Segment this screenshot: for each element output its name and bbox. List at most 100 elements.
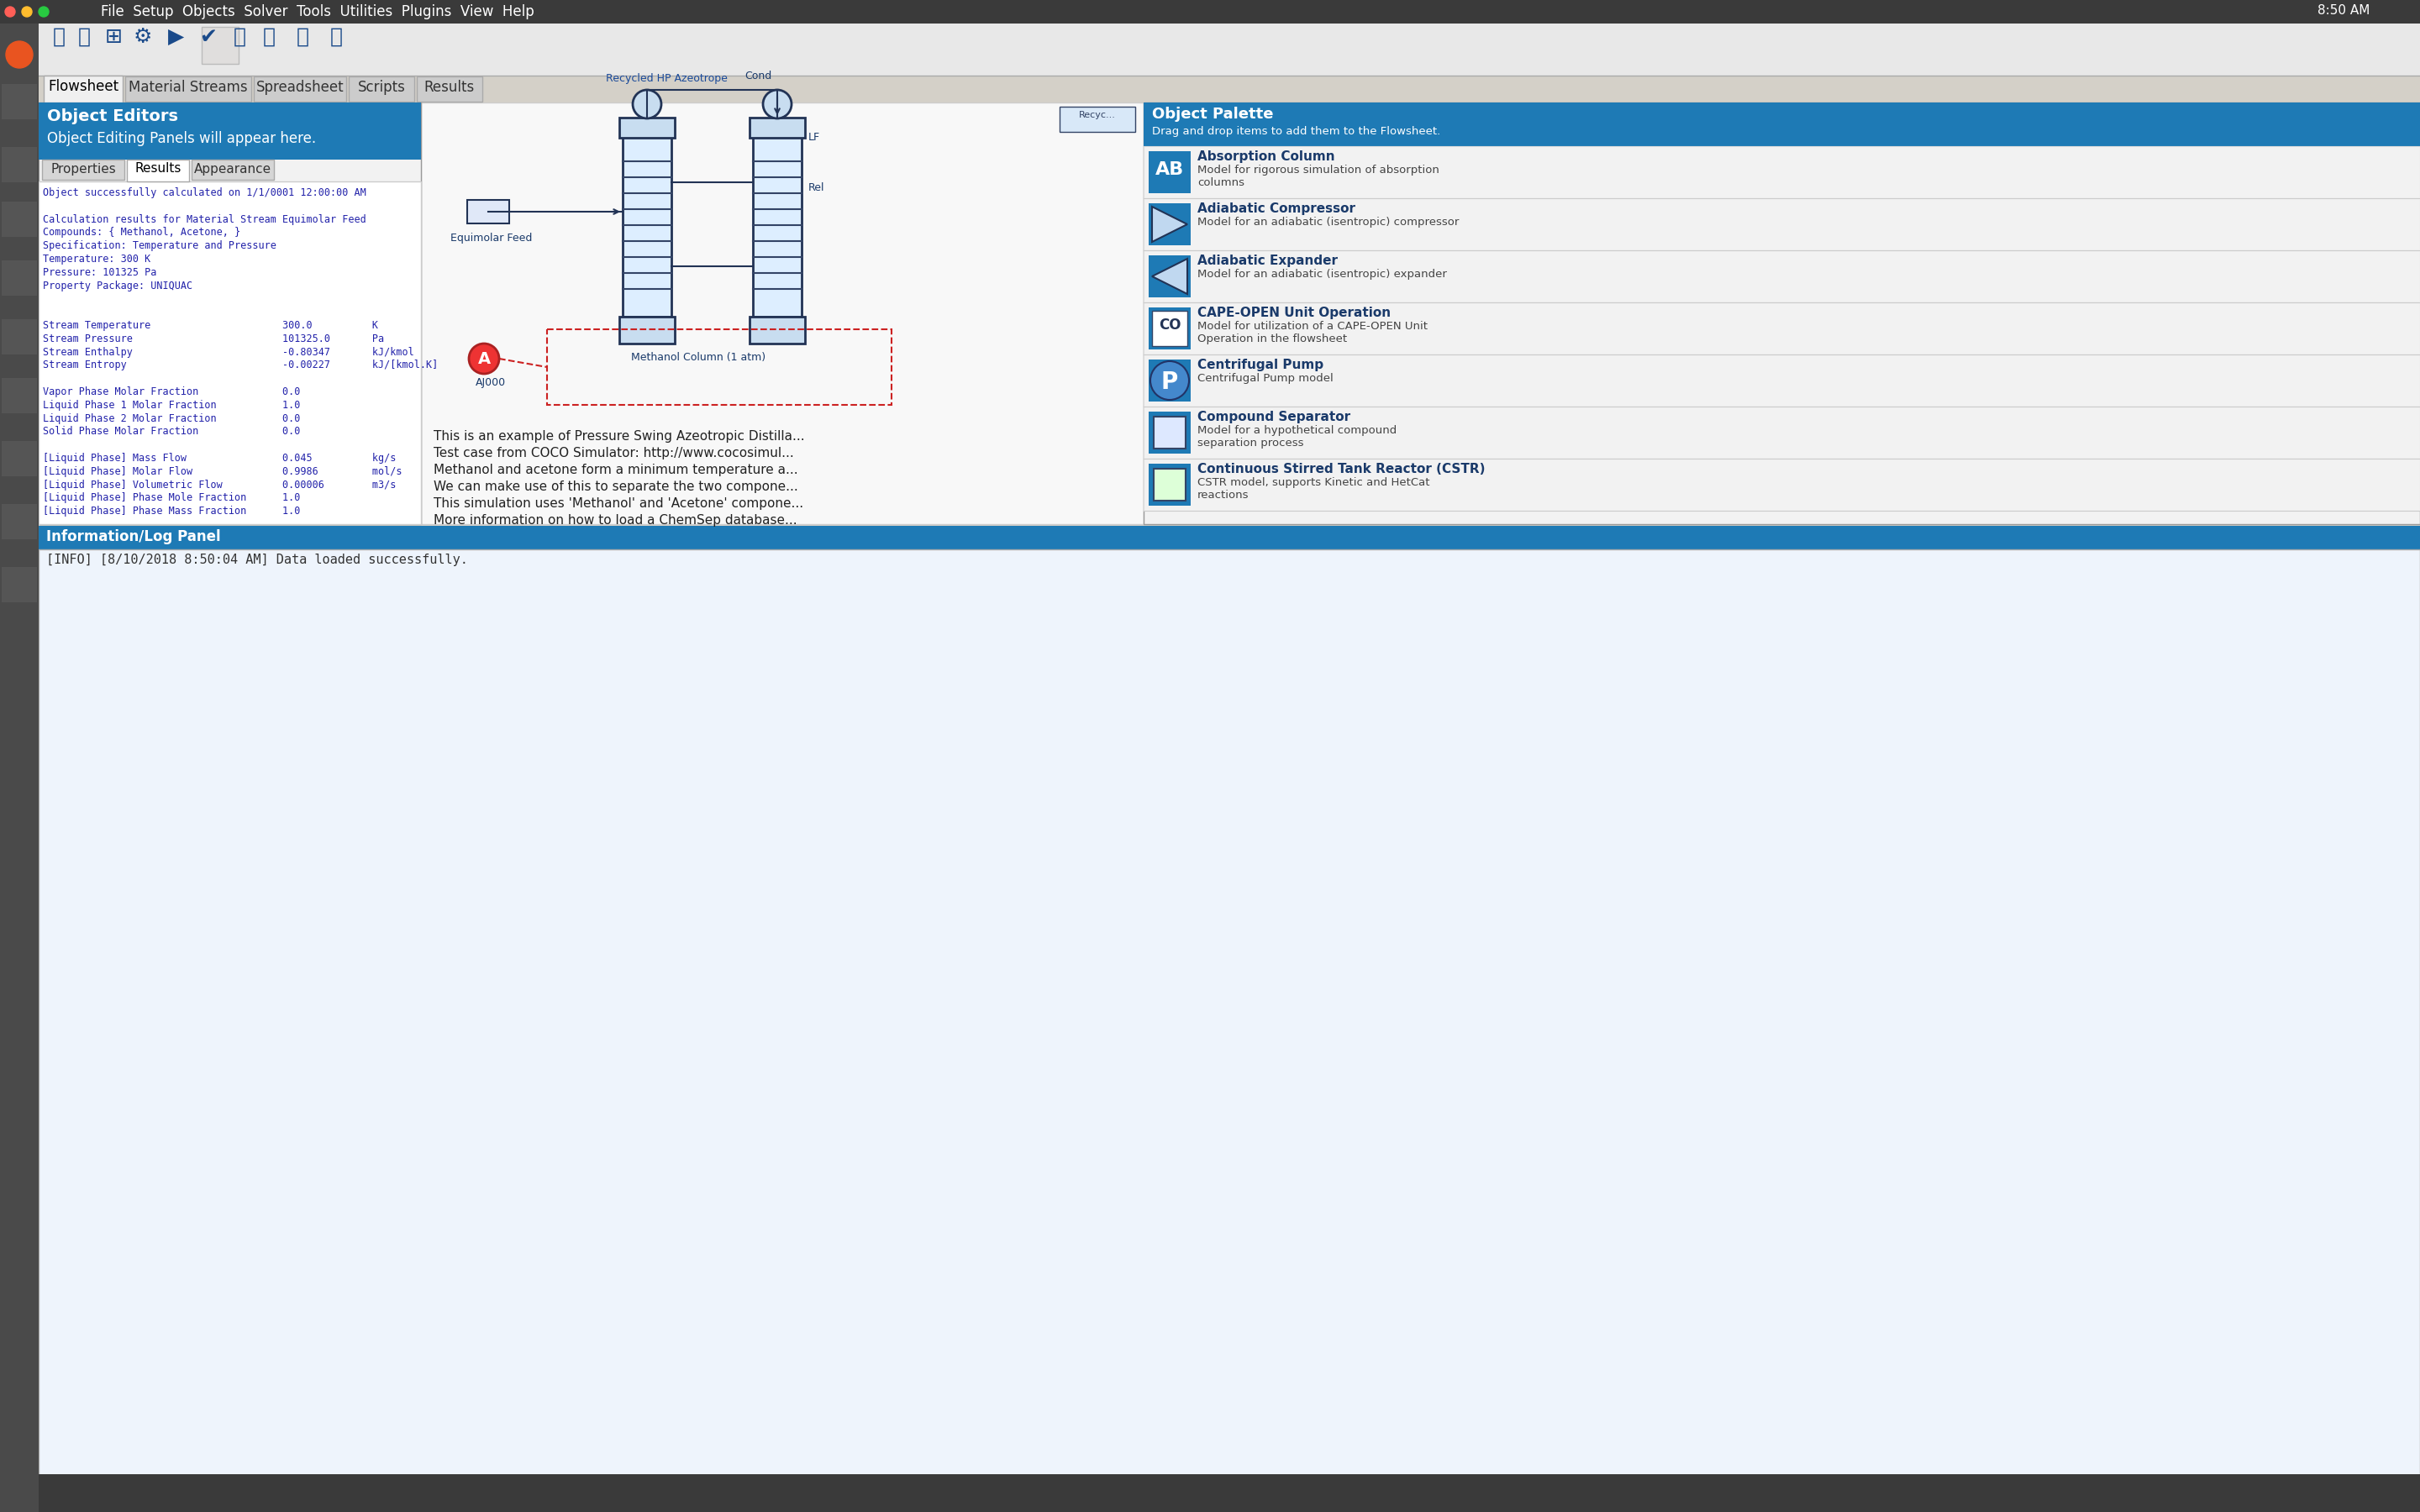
Text: Information/Log Panel: Information/Log Panel	[46, 529, 220, 544]
Text: CAPE-OPEN Unit Operation: CAPE-OPEN Unit Operation	[1198, 307, 1391, 319]
Bar	[39, 526, 2420, 549]
Bar	[39, 103, 421, 525]
Bar	[1145, 354, 2420, 407]
Text: Centrifugal Pump: Centrifugal Pump	[1198, 358, 1324, 372]
Text: Drag and drop items to add them to the Flowsheet.: Drag and drop items to add them to the F…	[1152, 125, 1440, 138]
Bar	[41, 160, 123, 180]
Text: Adiabatic Expander: Adiabatic Expander	[1198, 254, 1338, 268]
Circle shape	[5, 41, 34, 68]
Bar	[421, 103, 1145, 525]
Text: Compounds: { Methanol, Acetone, }: Compounds: { Methanol, Acetone, }	[44, 227, 240, 237]
Bar	[1152, 311, 1188, 346]
Bar	[1150, 203, 1191, 245]
Text: We can make use of this to separate the two compone...: We can make use of this to separate the …	[433, 481, 799, 493]
Bar	[1150, 256, 1191, 298]
Circle shape	[469, 343, 499, 373]
Text: 💾: 💾	[53, 27, 65, 47]
Polygon shape	[1152, 259, 1188, 293]
Bar	[1150, 151, 1191, 194]
Bar	[254, 77, 346, 101]
Circle shape	[22, 6, 31, 17]
Text: Results: Results	[136, 162, 182, 175]
Bar	[2, 567, 36, 602]
Text: Vapor Phase Molar Fraction              0.0: Vapor Phase Molar Fraction 0.0	[44, 387, 300, 398]
Text: Material Streams: Material Streams	[128, 80, 247, 95]
Text: Operation in the flowsheet: Operation in the flowsheet	[1198, 334, 1348, 345]
Bar	[0, 0, 2420, 24]
Text: Flowsheet: Flowsheet	[48, 79, 119, 94]
Circle shape	[5, 6, 15, 17]
Bar	[2, 147, 36, 183]
Text: ✔: ✔	[198, 27, 218, 47]
Bar	[2, 378, 36, 413]
Bar	[1150, 307, 1191, 349]
Text: ⊞: ⊞	[104, 27, 123, 47]
Text: Appearance: Appearance	[194, 163, 271, 175]
Bar	[191, 160, 273, 180]
Bar	[1145, 458, 2420, 511]
Text: AJ000: AJ000	[477, 376, 506, 389]
Text: Methanol and acetone form a minimum temperature a...: Methanol and acetone form a minimum temp…	[433, 464, 799, 476]
Text: Liquid Phase 1 Molar Fraction           1.0: Liquid Phase 1 Molar Fraction 1.0	[44, 399, 300, 411]
Text: More information on how to load a ChemSep database...: More information on how to load a ChemSe…	[433, 514, 796, 526]
Text: Object Palette: Object Palette	[1152, 107, 1273, 122]
Bar	[1154, 469, 1186, 500]
Text: Continuous Stirred Tank Reactor (CSTR): Continuous Stirred Tank Reactor (CSTR)	[1198, 463, 1486, 475]
Text: [Liquid Phase] Phase Mole Fraction      1.0: [Liquid Phase] Phase Mole Fraction 1.0	[44, 493, 300, 503]
Bar	[2, 85, 36, 119]
Text: Equimolar Feed: Equimolar Feed	[450, 233, 532, 243]
Bar	[39, 181, 421, 525]
Bar	[1060, 107, 1135, 132]
Text: This simulation uses 'Methanol' and 'Acetone' compone...: This simulation uses 'Methanol' and 'Ace…	[433, 497, 803, 510]
Text: columns: columns	[1198, 177, 1244, 187]
Bar	[1145, 251, 2420, 302]
Bar	[416, 77, 482, 101]
Text: Temperature: 300 K: Temperature: 300 K	[44, 254, 150, 265]
Text: [Liquid Phase] Molar Flow               0.9986         mol/s: [Liquid Phase] Molar Flow 0.9986 mol/s	[44, 466, 402, 476]
Text: Stream Enthalpy                         -0.80347       kJ/kmol: Stream Enthalpy -0.80347 kJ/kmol	[44, 346, 414, 357]
Circle shape	[632, 89, 661, 118]
Text: 🔍: 🔍	[232, 27, 247, 47]
Bar	[2, 503, 36, 540]
Text: Recycled HP Azeotrope: Recycled HP Azeotrope	[605, 73, 728, 85]
Text: Stream Entropy                          -0.00227       kJ/[kmol.K]: Stream Entropy -0.00227 kJ/[kmol.K]	[44, 360, 438, 370]
Text: 8:50 AM: 8:50 AM	[2318, 5, 2369, 17]
Text: Spreadsheet: Spreadsheet	[257, 80, 344, 95]
Circle shape	[1150, 361, 1188, 399]
Bar	[750, 316, 806, 343]
Text: ▶: ▶	[169, 27, 184, 47]
Bar	[753, 136, 801, 316]
Text: Test case from COCO Simulator: http://www.cocosimul...: Test case from COCO Simulator: http://ww…	[433, 448, 794, 460]
Bar	[39, 76, 2420, 103]
Bar	[1145, 302, 2420, 354]
Bar	[126, 77, 252, 101]
Bar	[620, 316, 675, 343]
Bar	[1145, 147, 2420, 198]
Text: File  Setup  Objects  Solver  Tools  Utilities  Plugins  View  Help: File Setup Objects Solver Tools Utilitie…	[102, 5, 535, 20]
Bar	[547, 330, 891, 405]
Bar	[0, 24, 39, 1512]
Text: Model for utilization of a CAPE-OPEN Unit: Model for utilization of a CAPE-OPEN Uni…	[1198, 321, 1428, 331]
Text: Solid Phase Molar Fraction              0.0: Solid Phase Molar Fraction 0.0	[44, 426, 300, 437]
Bar	[1145, 407, 2420, 458]
Text: Property Package: UNIQUAC: Property Package: UNIQUAC	[44, 280, 194, 292]
Text: Rel: Rel	[808, 183, 825, 194]
Text: Results: Results	[423, 80, 474, 95]
Text: Stream Pressure                         101325.0       Pa: Stream Pressure 101325.0 Pa	[44, 333, 385, 345]
Text: CSTR model, supports Kinetic and HetCat: CSTR model, supports Kinetic and HetCat	[1198, 478, 1430, 488]
Polygon shape	[1152, 207, 1188, 242]
Bar	[44, 76, 123, 103]
Text: ⤢: ⤢	[295, 27, 310, 47]
Text: Adiabatic Compressor: Adiabatic Compressor	[1198, 203, 1355, 215]
Text: Object Editing Panels will appear here.: Object Editing Panels will appear here.	[46, 132, 317, 147]
Bar	[2, 201, 36, 237]
Text: [INFO] [8/10/2018 8:50:04 AM] Data loaded successfully.: [INFO] [8/10/2018 8:50:04 AM] Data loade…	[46, 553, 467, 565]
Bar	[622, 136, 670, 316]
Text: Calculation results for Material Stream Equimolar Feed: Calculation results for Material Stream …	[44, 213, 365, 225]
Bar	[1154, 417, 1186, 449]
Bar	[39, 549, 2420, 1498]
Bar	[348, 77, 414, 101]
Bar	[467, 200, 508, 224]
Text: Model for rigorous simulation of absorption: Model for rigorous simulation of absorpt…	[1198, 165, 1440, 175]
Text: [Liquid Phase] Phase Mass Fraction      1.0: [Liquid Phase] Phase Mass Fraction 1.0	[44, 507, 300, 517]
